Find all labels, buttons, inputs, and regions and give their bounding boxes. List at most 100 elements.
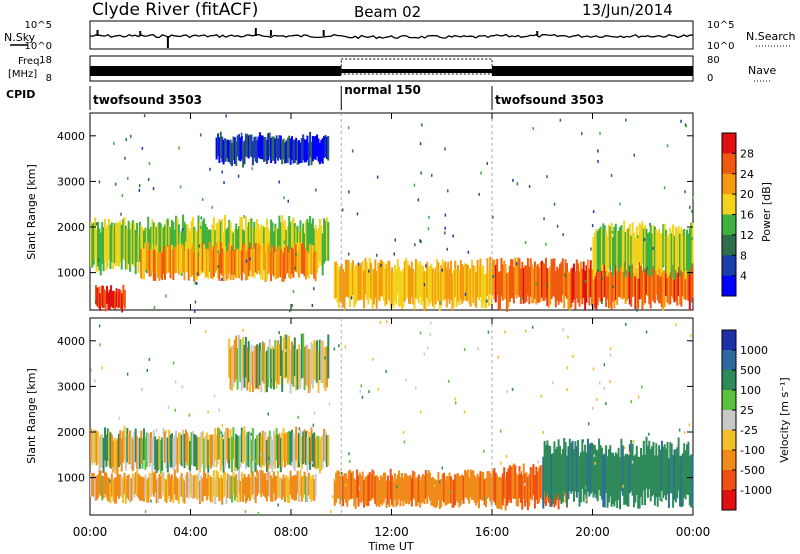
heatmap-cell — [162, 472, 165, 497]
heatmap-cell — [533, 474, 536, 509]
heatmap-cell — [370, 262, 373, 300]
heatmap-cell — [106, 285, 108, 304]
heatmap-cell — [175, 246, 178, 273]
heatmap-cell — [281, 139, 284, 165]
heatmap-cell — [186, 472, 189, 498]
heatmap-cell — [196, 437, 199, 471]
heatmap-cell — [129, 430, 132, 465]
colorbar-swatch — [722, 234, 736, 256]
heatmap-cell — [228, 243, 231, 274]
colorbar-tick-label: 28 — [740, 147, 754, 160]
heatmap-cell — [321, 138, 324, 164]
heatmap-cell — [282, 337, 285, 379]
heatmap-cell — [614, 264, 617, 301]
heatmap-cell — [547, 445, 550, 499]
heatmap-cell — [247, 431, 250, 468]
heatmap-speck — [267, 412, 269, 416]
y-tick-label: 2000 — [57, 426, 85, 439]
heatmap-cell — [674, 226, 677, 271]
heatmap-cell — [556, 446, 559, 497]
heatmap-cell — [353, 478, 356, 507]
power-colorbar-label: Power [dB] — [760, 182, 773, 242]
heatmap-speck — [444, 147, 446, 151]
heatmap-cell — [293, 243, 296, 271]
heatmap-cell — [175, 430, 178, 465]
heatmap-cell — [354, 264, 357, 305]
heatmap-speck — [220, 431, 223, 435]
heatmap-cell — [97, 474, 99, 499]
heatmap-speck — [200, 133, 202, 137]
heatmap-cell — [646, 233, 649, 275]
heatmap-cell — [665, 259, 668, 296]
heatmap-cell — [183, 480, 186, 504]
heatmap-speck — [492, 275, 494, 278]
heatmap-cell — [305, 220, 307, 261]
heatmap-cell — [584, 270, 587, 310]
heatmap-cell — [680, 227, 683, 271]
heatmap-cell — [573, 449, 575, 502]
heatmap-cell — [253, 221, 256, 266]
heatmap-cell — [339, 475, 342, 505]
heatmap-cell — [500, 477, 503, 510]
heatmap-cell — [515, 473, 518, 507]
heatmap-cell — [395, 479, 398, 507]
heatmap-cell — [215, 242, 218, 271]
heatmap-speck — [188, 413, 191, 417]
heatmap-cell — [681, 453, 684, 507]
heatmap-speck — [516, 182, 519, 186]
heatmap-cell — [510, 259, 513, 299]
heatmap-cell — [198, 480, 201, 505]
heatmap-cell — [496, 475, 499, 509]
heatmap-speck — [403, 440, 406, 444]
heatmap-speck — [289, 309, 291, 313]
heatmap-cell — [560, 454, 563, 504]
heatmap-cell — [610, 272, 613, 310]
heatmap-cell — [487, 270, 490, 307]
heatmap-cell — [277, 249, 279, 278]
heatmap-speck — [350, 296, 353, 300]
heatmap-cell — [250, 249, 253, 278]
heatmap-cell — [508, 465, 511, 500]
power-bands — [90, 113, 694, 313]
heatmap-cell — [155, 245, 158, 274]
heatmap-cell — [233, 137, 236, 164]
heatmap-speck — [504, 330, 506, 334]
heatmap-cell — [679, 456, 681, 507]
heatmap-cell — [191, 476, 194, 499]
heatmap-cell — [628, 265, 631, 305]
heatmap-speck — [636, 308, 638, 312]
heatmap-cell — [224, 138, 226, 162]
heatmap-cell — [554, 448, 557, 501]
heatmap-speck — [447, 379, 450, 383]
heatmap-cell — [602, 223, 605, 265]
colorbar-tick-label: 24 — [740, 168, 754, 181]
heatmap-cell — [143, 248, 145, 280]
heatmap-cell — [200, 432, 203, 468]
beam-title: Beam 02 — [354, 3, 421, 21]
colorbar-swatch — [722, 430, 736, 451]
heatmap-cell — [243, 344, 246, 388]
heatmap-speck — [196, 281, 198, 285]
heatmap-cell — [427, 267, 430, 307]
heatmap-speck — [691, 237, 693, 241]
heatmap-cell — [448, 472, 451, 503]
heatmap-cell — [219, 131, 222, 159]
heatmap-cell — [686, 263, 688, 300]
heatmap-cell — [154, 471, 157, 493]
heatmap-cell — [314, 136, 317, 160]
heatmap-cell — [443, 262, 445, 301]
heatmap-speck — [201, 197, 204, 201]
heatmap-cell — [408, 265, 410, 304]
heatmap-speck — [338, 344, 340, 348]
heatmap-cell — [123, 289, 126, 309]
heatmap-cell — [687, 260, 690, 301]
heatmap-cell — [289, 470, 292, 495]
heatmap-cell — [450, 260, 452, 301]
heatmap-speck — [292, 290, 295, 293]
heatmap-cell — [517, 257, 520, 296]
heatmap-cell — [444, 479, 447, 506]
heatmap-cell — [265, 253, 268, 281]
heatmap-cell — [130, 222, 133, 266]
heatmap-cell — [291, 476, 293, 499]
heatmap-cell — [256, 470, 259, 497]
